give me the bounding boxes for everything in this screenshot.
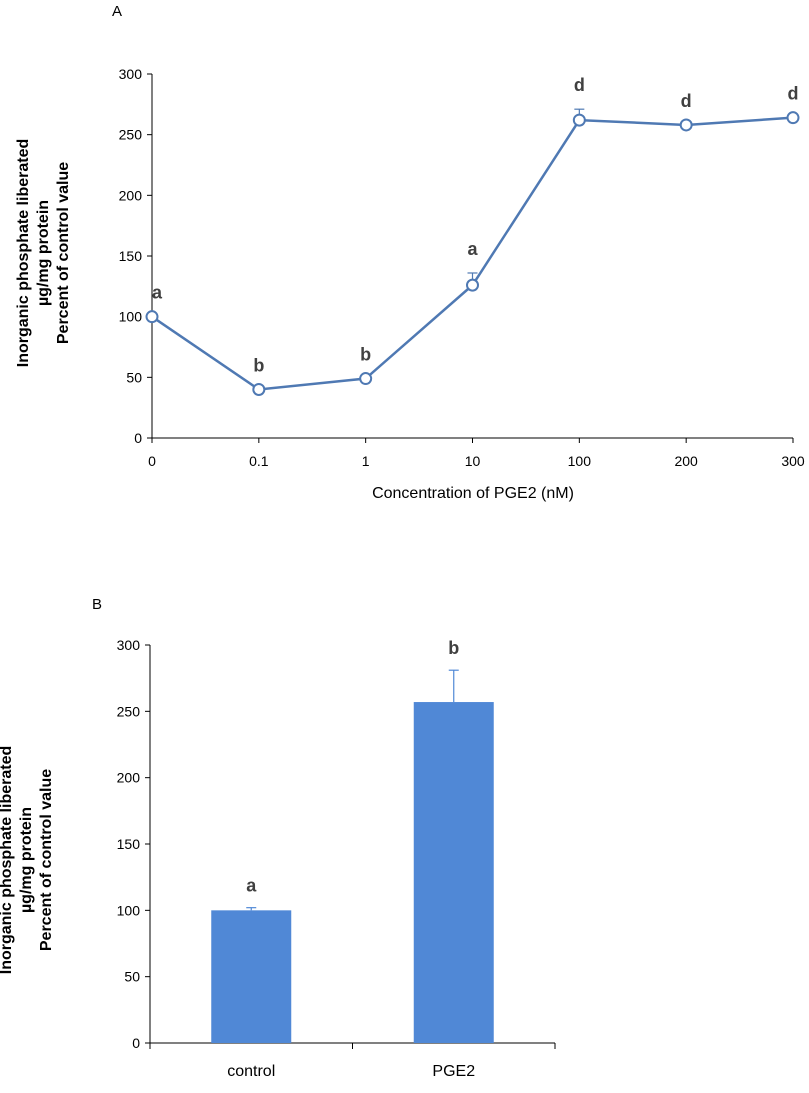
b-significance-label: b xyxy=(448,638,459,658)
b-y-tick-label: 100 xyxy=(117,902,141,918)
a-y-tick-label: 50 xyxy=(126,369,142,385)
b-bar xyxy=(211,910,292,1043)
panel-label-b: B xyxy=(92,596,102,613)
x-ticks-a: 0 0.1 1 10 100 200 300 xyxy=(148,438,805,469)
a-x-tick-label: 200 xyxy=(674,453,698,469)
b-category-label: control xyxy=(227,1063,275,1080)
b-y-tick-label: 300 xyxy=(117,637,141,653)
bar-series-b: ab xyxy=(211,638,494,1043)
b-bar xyxy=(413,702,494,1043)
a-x-tick-label: 300 xyxy=(781,453,805,469)
a-significance-label: d xyxy=(574,75,585,95)
a-y-tick-label: 250 xyxy=(119,127,143,143)
a-significance-label: d xyxy=(681,91,692,111)
line-series-a: a b b a d d d xyxy=(145,75,800,396)
a-x-tick-label: 100 xyxy=(568,453,592,469)
a-data-point xyxy=(572,113,586,127)
a-data-point xyxy=(359,372,373,386)
b-y-tick-label: 200 xyxy=(117,770,141,786)
a-y-tick-label: 100 xyxy=(119,309,143,325)
b-significance-label: a xyxy=(246,876,257,896)
a-x-tick-label: 0.1 xyxy=(249,453,269,469)
b-y-title-line-1: µg/mg protein xyxy=(18,807,35,913)
a-x-tick-label: 10 xyxy=(465,453,481,469)
a-y-tick-label: 0 xyxy=(134,430,142,446)
a-data-point xyxy=(786,111,800,125)
a-data-point xyxy=(145,310,159,324)
a-significance-label: a xyxy=(467,239,478,259)
a-data-point xyxy=(466,278,479,292)
b-y-tick-label: 150 xyxy=(117,836,141,852)
a-y-title-line-1: µg/mg protein xyxy=(35,200,52,306)
a-y-title-line-0: Inorganic phosphate liberated xyxy=(15,139,32,367)
chart-panel-a: A Inorganic phosphate liberated µg/mg pro… xyxy=(15,3,805,502)
a-y-title-line-2: Percent of control value xyxy=(55,162,72,344)
axes-b xyxy=(149,645,555,1044)
y-ticks-a: 0 50 100 150 200 250 300 xyxy=(119,66,152,446)
b-y-tick-label: 50 xyxy=(124,969,140,985)
panel-label-a: A xyxy=(112,3,122,20)
b-y-title-line-2: Percent of control value xyxy=(38,769,55,951)
b-y-title-line-0: Inorganic phosphate liberated xyxy=(0,746,15,974)
a-data-point xyxy=(252,382,266,396)
a-y-tick-label: 300 xyxy=(119,66,143,82)
a-y-tick-label: 200 xyxy=(119,187,143,203)
x-ticks-b: control PGE2 xyxy=(149,1043,556,1080)
a-significance-label: a xyxy=(152,283,163,303)
a-significance-label: b xyxy=(360,345,371,365)
b-category-label: PGE2 xyxy=(432,1063,475,1080)
a-x-tick-label: 1 xyxy=(362,453,370,469)
b-y-tick-label: 0 xyxy=(132,1035,140,1051)
y-axis-title-a: Inorganic phosphate liberated µg/mg prote… xyxy=(15,139,72,367)
a-x-tick-label: 0 xyxy=(148,453,156,469)
a-y-tick-label: 150 xyxy=(119,248,143,264)
a-significance-label: d xyxy=(788,84,799,104)
a-data-point xyxy=(679,118,693,132)
x-axis-title-a: Concentration of PGE2 (nM) xyxy=(372,485,574,502)
b-y-tick-label: 250 xyxy=(117,703,141,719)
a-significance-label: b xyxy=(253,355,264,375)
y-ticks-b: 0 50 100 150 200 250 300 xyxy=(117,637,150,1051)
